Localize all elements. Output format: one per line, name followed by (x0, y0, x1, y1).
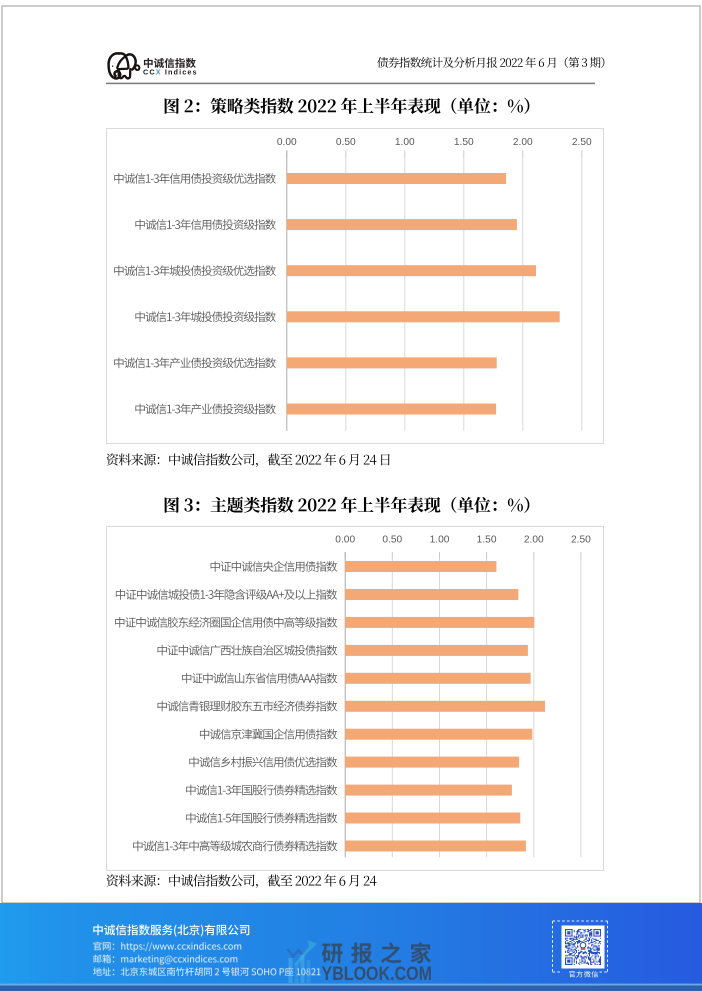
svg-text:2.00: 2.00 (524, 535, 544, 546)
svg-text:2.50: 2.50 (572, 137, 592, 148)
svg-text:1.50: 1.50 (477, 535, 497, 546)
svg-text:2.00: 2.00 (513, 137, 533, 148)
svg-text:1.50: 1.50 (454, 137, 474, 148)
svg-text:0.00: 0.00 (277, 137, 297, 148)
svg-text:CCX Indices: CCX Indices (143, 68, 198, 77)
svg-text:0.50: 0.50 (382, 535, 402, 546)
svg-text:2.50: 2.50 (571, 535, 591, 546)
svg-text:0.50: 0.50 (336, 137, 356, 148)
svg-text:0.00: 0.00 (335, 535, 355, 546)
svg-text:YBLOOK.COM: YBLOOK.COM (322, 964, 433, 985)
svg-text:1.00: 1.00 (430, 535, 450, 546)
svg-text:1.00: 1.00 (395, 137, 415, 148)
